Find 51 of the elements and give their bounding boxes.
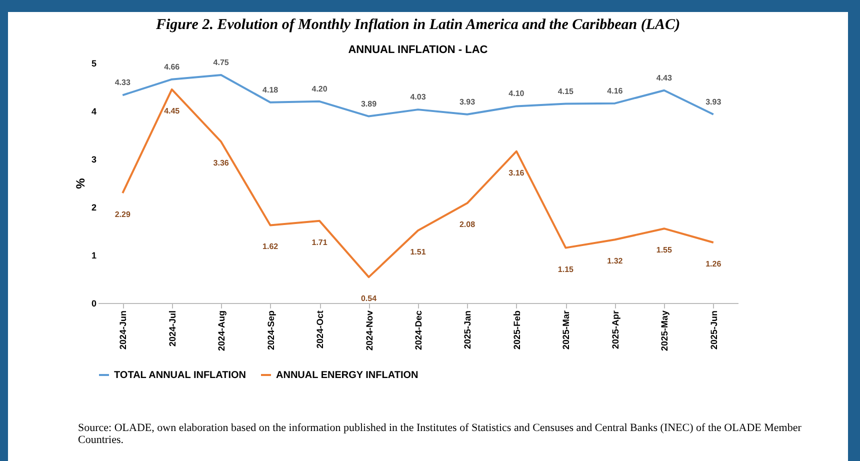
data-label: 3.89 [360, 99, 378, 108]
data-label: 4.16 [607, 86, 624, 96]
y-tick-label: 1 [91, 250, 96, 260]
data-label: 1.51 [410, 248, 426, 257]
data-label: 2.29 [114, 210, 131, 220]
data-label: 3.93 [706, 97, 722, 106]
x-tick-label: 2024-Nov [364, 310, 374, 351]
data-label: 4.20 [312, 84, 328, 94]
data-label: 0.54 [360, 294, 378, 304]
x-tick-label: 2025-Apr [610, 310, 620, 350]
source-note: Source: OLADE, own elaboration based on the information published in the Institutes of Statistics and Censuses and Central Banks (INEC) of the OLADE Member Countries. [78, 422, 802, 446]
x-tick-label: 2025-Jan [462, 310, 473, 350]
x-tick-label: 2024-Oct [315, 310, 326, 349]
data-label: 4.45 [164, 106, 180, 116]
chart-subtitle: ANNUAL INFLATION - LAC [348, 44, 488, 56]
data-label: 1.32 [607, 256, 624, 266]
data-label: 3.36 [213, 158, 230, 168]
x-tick-label: 2025-Jun [708, 310, 719, 350]
x-tick-label: 2024-Dec [414, 310, 424, 350]
data-label: 4.33 [114, 78, 131, 88]
y-tick-label: 5 [91, 58, 96, 68]
legend-label: TOTAL ANNUAL INFLATION [114, 370, 246, 381]
data-label: 3.93 [459, 97, 476, 106]
y-axis-title: % [73, 178, 88, 189]
y-tick-label: 4 [91, 106, 96, 116]
x-tick-label: 2025-Feb [512, 310, 522, 350]
y-tick-label: 3 [91, 154, 96, 164]
x-tick-label: 2024-Aug [216, 310, 227, 352]
data-label: 4.75 [213, 58, 230, 67]
x-tick-label: 2024-Sep [266, 310, 276, 350]
data-label: 3.16 [508, 168, 525, 178]
legend-label: ANNUAL ENERGY INFLATION [276, 370, 418, 381]
data-label: 4.03 [410, 92, 426, 102]
y-tick-label: 2 [91, 202, 96, 212]
data-label: 2.08 [459, 220, 476, 230]
data-label: 4.43 [656, 73, 672, 82]
x-tick-label: 2025-Mar [561, 310, 572, 350]
data-label: 1.55 [656, 246, 672, 255]
data-label: 1.26 [706, 260, 722, 269]
data-label: 1.62 [262, 242, 279, 252]
data-label: 1.15 [558, 264, 574, 274]
data-label: 1.71 [312, 238, 328, 247]
data-label: 4.15 [558, 86, 574, 96]
x-tick-label: 2024-Jul [167, 310, 178, 347]
data-label: 4.10 [508, 89, 525, 98]
data-label: 4.66 [164, 62, 180, 72]
y-tick-label: 0 [91, 298, 96, 308]
data-label: 4.18 [262, 85, 279, 94]
x-tick-label: 2025-May [660, 310, 670, 352]
chart-title: Figure 2. Evolution of Monthly Inflation in Latin America and the Caribbean (LAC) [154, 17, 680, 33]
x-tick-label: 2024-Jun [118, 310, 128, 350]
